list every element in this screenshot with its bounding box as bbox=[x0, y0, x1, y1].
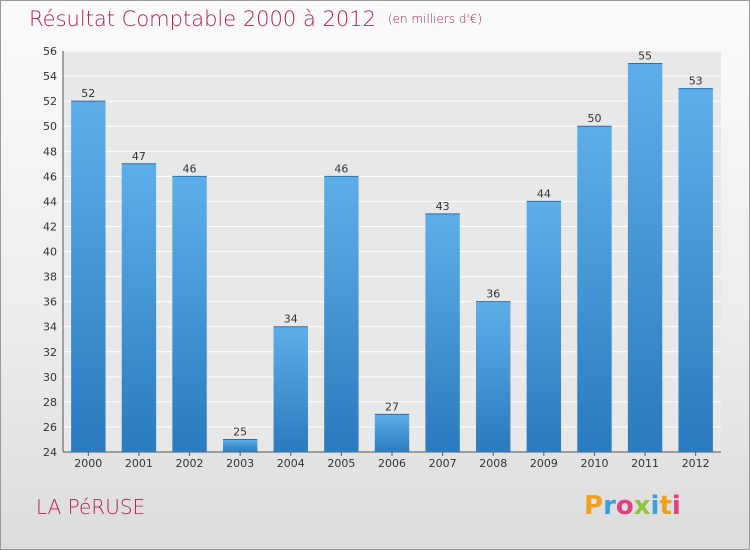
place-name: LA PéRUSE bbox=[36, 495, 146, 519]
y-tick-label: 50 bbox=[43, 120, 57, 133]
data-label: 46 bbox=[334, 162, 348, 175]
data-label: 43 bbox=[436, 200, 450, 213]
bar bbox=[121, 163, 157, 452]
data-label: 44 bbox=[537, 187, 551, 200]
bar bbox=[222, 439, 258, 452]
x-tick-label: 2012 bbox=[682, 457, 710, 470]
x-tick-label: 2001 bbox=[125, 457, 153, 470]
y-tick-label: 42 bbox=[43, 220, 57, 233]
chart-subtitle: (en milliers d'€) bbox=[387, 12, 483, 26]
x-tick-label: 2006 bbox=[378, 457, 406, 470]
x-tick-label: 2004 bbox=[277, 457, 305, 470]
y-tick-label: 32 bbox=[43, 346, 57, 359]
x-tick-label: 2005 bbox=[327, 457, 355, 470]
bar bbox=[374, 414, 410, 452]
data-label: 34 bbox=[284, 313, 298, 326]
y-tick-label: 52 bbox=[43, 95, 57, 108]
x-tick-label: 2002 bbox=[176, 457, 204, 470]
data-label: 55 bbox=[638, 50, 652, 63]
data-label: 47 bbox=[132, 150, 146, 163]
logo-letter: o bbox=[615, 491, 634, 521]
y-tick-label: 46 bbox=[43, 170, 57, 183]
y-tick-label: 48 bbox=[43, 145, 57, 158]
bar bbox=[526, 201, 562, 452]
data-label: 53 bbox=[689, 75, 703, 88]
data-label: 50 bbox=[587, 112, 601, 125]
data-label: 27 bbox=[385, 400, 399, 413]
logo-letter: i bbox=[650, 491, 660, 521]
y-tick-label: 38 bbox=[43, 271, 57, 284]
bar bbox=[273, 326, 308, 452]
y-tick-label: 34 bbox=[43, 321, 57, 334]
y-tick-label: 56 bbox=[43, 45, 57, 58]
x-tick-label: 2010 bbox=[580, 457, 608, 470]
proxiti-logo: Proxiti bbox=[584, 491, 681, 521]
logo-letter: P bbox=[584, 491, 604, 521]
bar bbox=[678, 88, 713, 452]
y-tick-label: 28 bbox=[43, 396, 57, 409]
chart-title: Résultat Comptable 2000 à 2012 (en millie… bbox=[29, 7, 482, 31]
bar bbox=[324, 176, 359, 452]
logo-letter: r bbox=[603, 491, 616, 521]
x-tick-label: 2009 bbox=[530, 457, 558, 470]
data-label: 52 bbox=[81, 87, 95, 100]
y-tick-label: 54 bbox=[43, 70, 57, 83]
bar bbox=[425, 213, 460, 452]
y-tick-label: 24 bbox=[43, 446, 57, 459]
x-tick-label: 2008 bbox=[479, 457, 507, 470]
bar bbox=[476, 301, 511, 452]
chart-title-text: Résultat Comptable 2000 à 2012 bbox=[29, 7, 376, 31]
bar bbox=[627, 63, 663, 452]
data-label: 25 bbox=[233, 425, 247, 438]
bar bbox=[71, 101, 106, 452]
logo-letter: x bbox=[633, 491, 651, 521]
bar bbox=[172, 176, 207, 452]
data-label: 36 bbox=[486, 288, 500, 301]
y-tick-label: 26 bbox=[43, 421, 57, 434]
logo-letter: i bbox=[671, 491, 681, 521]
bar-chart: 24 26 28 30 32 34 36 38 40 42 44 46 48 50 52 54 56 52 2000… bbox=[43, 45, 721, 470]
x-tick-label: 2011 bbox=[631, 457, 659, 470]
y-tick-label: 30 bbox=[43, 371, 57, 384]
bar bbox=[577, 126, 612, 452]
y-tick-label: 36 bbox=[43, 296, 57, 309]
data-label: 46 bbox=[183, 162, 197, 175]
y-tick-label: 40 bbox=[43, 246, 57, 259]
x-tick-label: 2000 bbox=[74, 457, 102, 470]
x-tick-label: 2003 bbox=[226, 457, 254, 470]
logo-letter: t bbox=[659, 491, 672, 521]
x-tick-label: 2007 bbox=[429, 457, 457, 470]
y-tick-label: 44 bbox=[43, 195, 57, 208]
